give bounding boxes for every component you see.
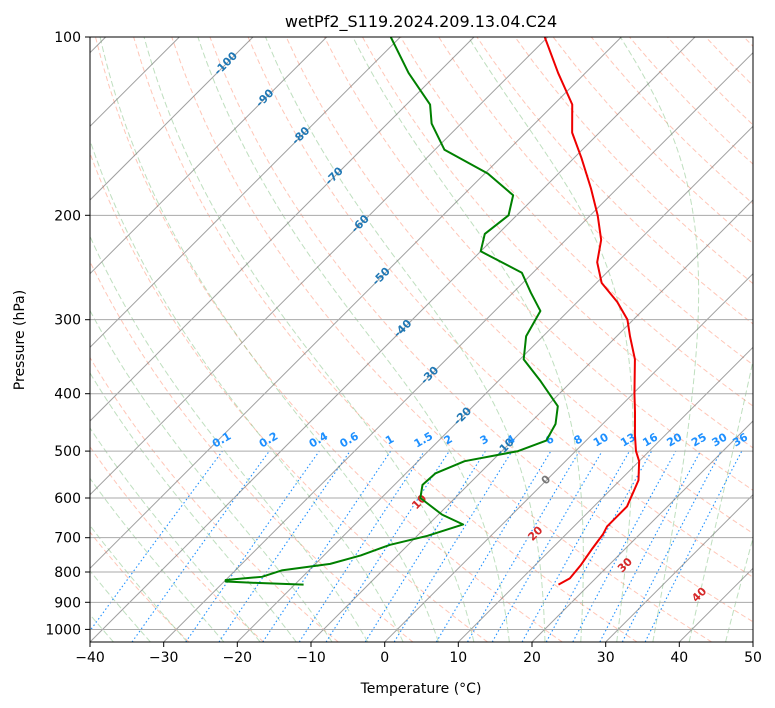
- moist-adiabats: [90, 37, 753, 642]
- isotherm-line: [90, 37, 696, 642]
- plot-area: -100-90-80-70-60-50-40-30-20-1000.1 0.2 0.…: [90, 37, 753, 642]
- isotherm-line: [90, 37, 328, 275]
- mixing-ratio-line: [131, 450, 270, 642]
- isotherm-line: [90, 37, 549, 496]
- dry-adiabat-line: [95, 37, 563, 642]
- isotherms: [90, 37, 753, 642]
- x-tick-label: −40: [75, 650, 105, 666]
- dry-adiabat-line: [209, 37, 753, 623]
- moist-adiabat-line: [90, 138, 404, 642]
- dry-adiabat-line: [171, 37, 713, 642]
- mixing-ratio-line: [218, 450, 351, 642]
- isotherm-line: [90, 37, 401, 349]
- x-tick-label: 20: [523, 650, 541, 666]
- x-tick-label: −30: [149, 650, 179, 666]
- y-tick-label: 900: [54, 595, 81, 611]
- mixing-ratio-line: [572, 450, 677, 642]
- dry-adiabat-line: [285, 37, 753, 534]
- dry-adiabat-line: [133, 37, 638, 642]
- dry-adiabat-line: [362, 37, 753, 449]
- moist-adiabat-line: [143, 37, 475, 642]
- y-tick-label: 700: [54, 531, 81, 547]
- dry-adiabat-line: [514, 37, 753, 285]
- x-tick-label: 30: [597, 650, 615, 666]
- mixing-ratio-line: [90, 450, 223, 632]
- moist-adiabat-line: [90, 477, 225, 642]
- isotherm-line: [310, 199, 753, 642]
- mixing-ratio-line: [298, 450, 425, 642]
- moist-adiabat-line: [90, 372, 297, 642]
- y-tick-label: 300: [54, 313, 81, 329]
- mixing-ratio-line: [545, 450, 653, 642]
- y-axis-ticks: 1000 900 800 700 600 500 400 300 200 100: [45, 30, 90, 638]
- pressure-gridlines: [90, 37, 753, 630]
- mixing-ratio-line: [185, 450, 320, 642]
- plot-frame: [89, 36, 754, 643]
- isotherm-line: [531, 420, 753, 642]
- moist-adiabat-line: [265, 37, 546, 642]
- dry-adiabat-line: [438, 37, 753, 366]
- dry-adiabat-line: [90, 356, 339, 642]
- x-tick-label: 40: [670, 650, 688, 666]
- x-axis-label: Temperature (°C): [360, 681, 482, 697]
- x-tick-label: 10: [449, 650, 467, 666]
- mixing-ratio-line: [262, 450, 392, 642]
- isotherm-line: [605, 493, 753, 642]
- mixing-ratio-line: [521, 450, 630, 642]
- mixing-ratio-line: [644, 450, 743, 642]
- dry-adiabat-line: [400, 37, 753, 407]
- profiles: [224, 37, 641, 586]
- y-tick-label: 200: [54, 208, 81, 224]
- dry-adiabat-line: [90, 151, 488, 642]
- chart-title: wetPf2_S119.2024.209.13.04.C24: [285, 12, 557, 32]
- x-axis-ticks: −40 −30 −20 −10 0 10 20 30 40 50: [75, 642, 762, 666]
- x-tick-label: −20: [223, 650, 253, 666]
- dry-adiabat-line: [247, 37, 753, 578]
- moist-adiabat-line: [352, 37, 584, 642]
- y-tick-label: 500: [54, 444, 81, 460]
- isotherm-line: [236, 125, 753, 642]
- y-tick-label: 600: [54, 491, 81, 507]
- x-tick-label: 0: [380, 650, 389, 666]
- y-axis-label: Pressure (hPa): [12, 290, 28, 390]
- mixing-ratio-line: [393, 450, 513, 642]
- moist-adiabat-line: [90, 524, 188, 642]
- moist-adiabat-line: [197, 37, 510, 642]
- temperature-profile: [543, 37, 641, 586]
- y-tick-label: 100: [54, 30, 81, 46]
- y-tick-label: 800: [54, 565, 81, 581]
- isotherm-line: [163, 51, 753, 642]
- dry-adiabat-line: [90, 445, 264, 642]
- mixing-ratio-line: [325, 450, 450, 642]
- moist-adiabat-line: [90, 427, 261, 642]
- y-tick-label: 1000: [45, 622, 81, 638]
- moist-adiabat-line: [90, 235, 369, 642]
- dewpoint-profile: [224, 37, 559, 586]
- mixing-ratio-lines: [90, 450, 743, 642]
- isotherm-line: [384, 272, 753, 642]
- y-tick-label: 400: [54, 387, 81, 403]
- dry-adiabat-line: [323, 37, 753, 491]
- isotherm-line: [90, 37, 475, 422]
- dry-adiabat-line: [90, 531, 190, 642]
- moist-adiabat-line: [90, 569, 151, 642]
- isotherm-line: [90, 37, 622, 570]
- isotherm-line: [457, 346, 753, 642]
- moist-adiabat-line: [99, 37, 439, 642]
- moist-adiabat-line: [688, 358, 753, 642]
- x-tick-label: −10: [296, 650, 326, 666]
- isotherm-line: [90, 37, 254, 201]
- x-tick-label: 50: [744, 650, 762, 666]
- dry-adiabats: [90, 37, 753, 642]
- moist-adiabat-line: [619, 37, 700, 642]
